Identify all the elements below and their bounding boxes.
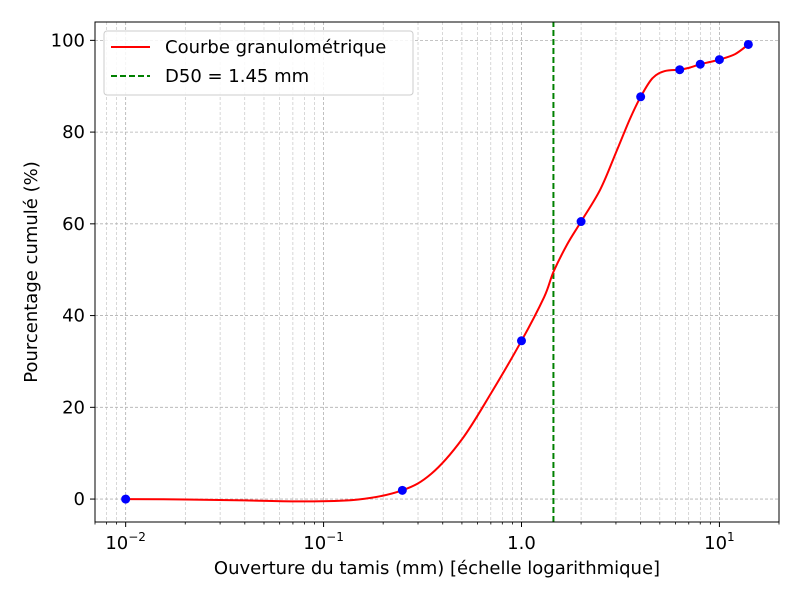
- y-tick-label: 100: [51, 30, 85, 51]
- legend-box: [103, 30, 414, 96]
- data-point: [516, 336, 526, 346]
- x-tick-label: 101: [704, 530, 735, 554]
- x-ticks: 10−2 10−1 1.0 101: [94, 522, 780, 554]
- data-point: [675, 65, 685, 75]
- y-tick-label: 40: [62, 306, 85, 327]
- legend-label-curve: Courbe granulométrique: [165, 37, 386, 58]
- y-tick-label: 0: [74, 489, 85, 510]
- points-layer: [121, 39, 753, 504]
- data-point: [121, 494, 131, 504]
- curve-layer: [125, 43, 749, 503]
- legend: Courbe granulométrique D50 = 1.45 mm: [103, 30, 414, 96]
- y-ticks: 0 20 40 60 80 100: [51, 30, 95, 510]
- granulometric-curve: [125, 43, 749, 503]
- x-tick-label: 10−1: [303, 530, 344, 554]
- grid: [94, 22, 780, 522]
- data-point: [636, 92, 646, 102]
- y-axis-label: Pourcentage cumulé (%): [21, 161, 42, 383]
- data-point: [743, 39, 753, 49]
- plot-frame: [94, 21, 780, 523]
- y-tick-label: 60: [62, 214, 85, 235]
- legend-label-d50: D50 = 1.45 mm: [165, 66, 309, 87]
- y-tick-label: 20: [62, 397, 85, 418]
- data-point: [576, 217, 586, 227]
- y-tick-label: 80: [62, 122, 85, 143]
- data-point: [714, 55, 724, 65]
- x-tick-label: 10−2: [105, 530, 146, 554]
- data-point: [397, 485, 407, 495]
- data-point: [695, 59, 705, 69]
- x-axis-label: Ouverture du tamis (mm) [échelle logarit…: [214, 558, 660, 579]
- x-tick-label: 1.0: [507, 533, 536, 554]
